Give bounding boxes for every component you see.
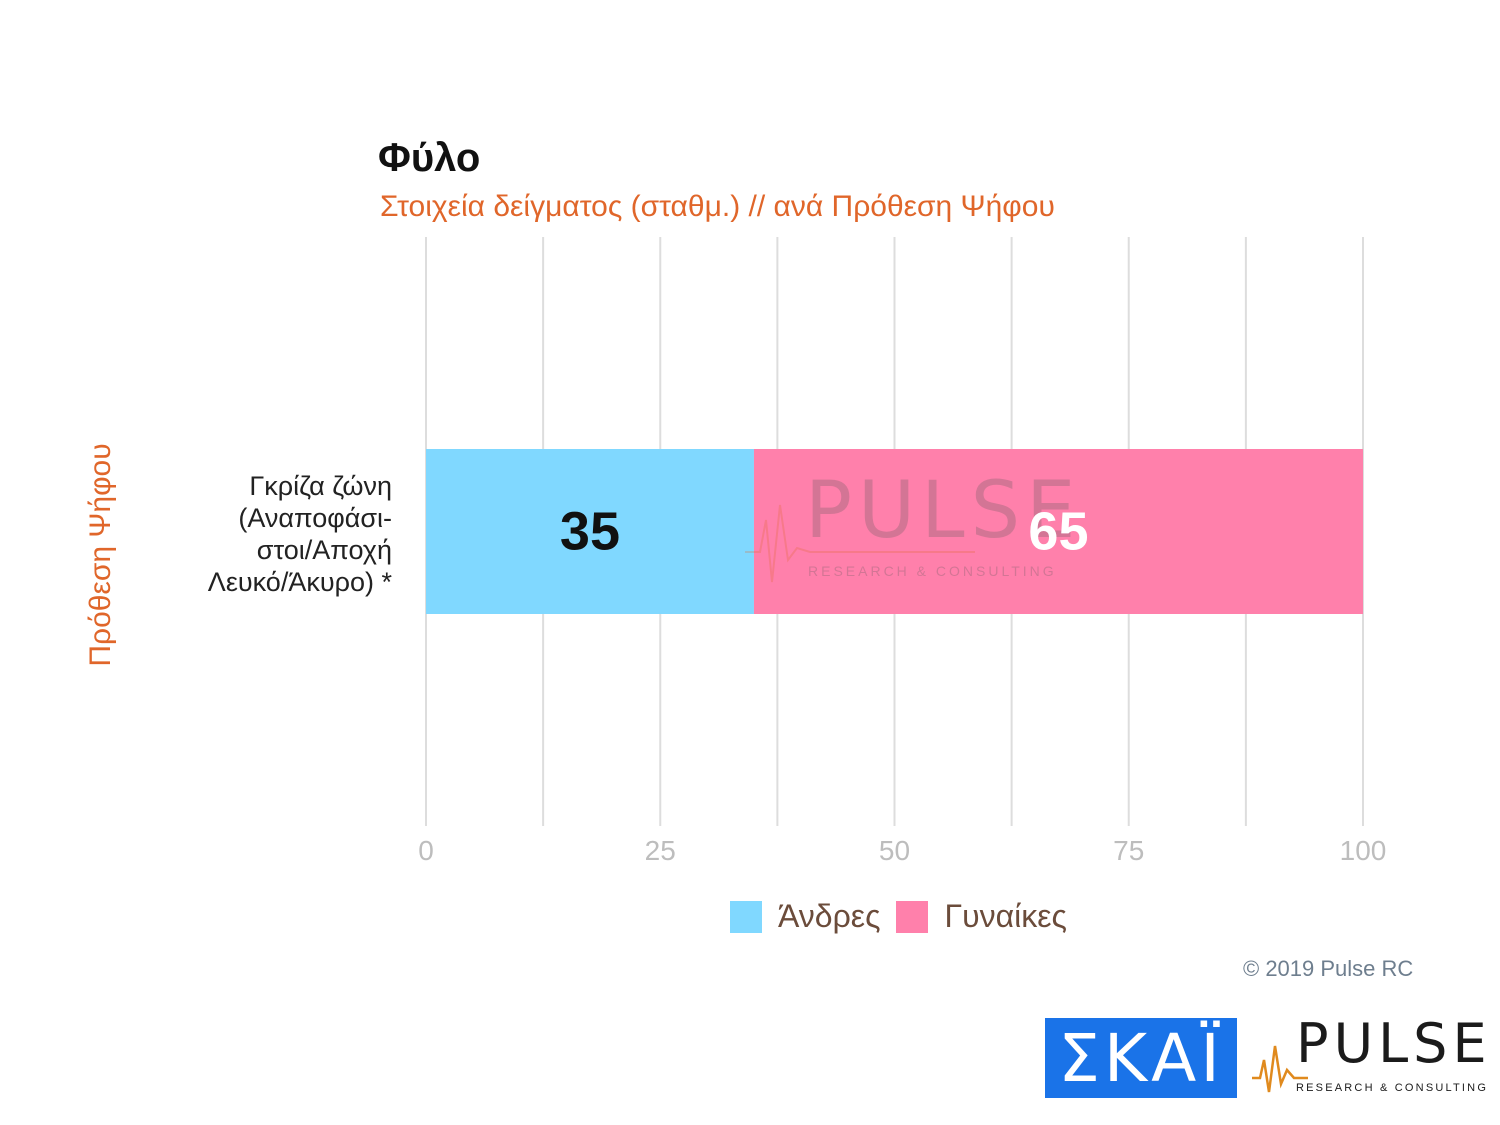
legend-swatch-women — [896, 900, 929, 933]
x-tick-label: 50 — [879, 835, 910, 866]
pulse-logo: PULSE RESEARCH & CONSULTING — [1250, 1012, 1487, 1102]
x-tick-label: 100 — [1340, 835, 1387, 866]
chart-subtitle: Στοιχεία δείγματος (σταθμ.) // ανά Πρόθε… — [380, 190, 1055, 223]
chart-title: Φύλο — [378, 136, 481, 180]
watermark-text: PULSE — [805, 466, 1081, 556]
category-label-line: Γκρίζα ζώνη — [249, 471, 392, 501]
x-tick-label: 0 — [418, 835, 434, 866]
legend-item-men: Άνδρες — [730, 898, 880, 935]
legend-item-women: Γυναίκες — [896, 898, 1067, 935]
pulse-watermark: PULSE RESEARCH & CONSULTING — [745, 466, 1081, 583]
copyright-text: © 2019 Pulse RC — [1243, 956, 1414, 981]
skai-logo-text: ΣΚΑΪ — [1058, 1019, 1224, 1097]
bars — [426, 449, 1363, 614]
category-label: Γκρίζα ζώνη (Αναποφάσι- στοι/Αποχή Λευκό… — [132, 470, 392, 598]
legend-label-men: Άνδρες — [778, 898, 881, 934]
data-label-men: 35 — [560, 502, 620, 562]
category-label-line: Λευκό/Άκυρο) * — [207, 567, 392, 597]
legend-swatch-men — [730, 900, 762, 933]
pulse-logo-wave-icon — [1252, 1045, 1308, 1093]
legend-label-women: Γυναίκες — [944, 898, 1067, 934]
data-label-women: 65 — [1028, 502, 1088, 562]
bar-segment-men — [426, 449, 754, 614]
watermark-pulse-line — [745, 504, 975, 583]
bar-chart-plot: PULSE RESEARCH & CONSULTING 35 65 0 25 50 75… — [418, 237, 1386, 866]
x-tick-label: 75 — [1113, 835, 1144, 866]
bar-segment-women — [753, 449, 1363, 614]
pulse-logo-word: PULSE — [1296, 1012, 1492, 1075]
x-axis-ticks: 0 25 50 75 100 — [418, 835, 1386, 866]
skai-logo: ΣΚΑΪ — [1045, 1018, 1237, 1098]
category-label-line: στοι/Αποχή — [256, 535, 392, 565]
legend: Άνδρες Γυναίκες — [730, 898, 1083, 935]
x-tick-label: 25 — [645, 835, 676, 866]
data-labels: 35 65 — [560, 502, 1089, 562]
pulse-logo-tagline: RESEARCH & CONSULTING — [1296, 1082, 1489, 1094]
watermark-tagline: RESEARCH & CONSULTING — [808, 563, 1057, 579]
category-label-line: (Αναποφάσι- — [238, 503, 392, 533]
